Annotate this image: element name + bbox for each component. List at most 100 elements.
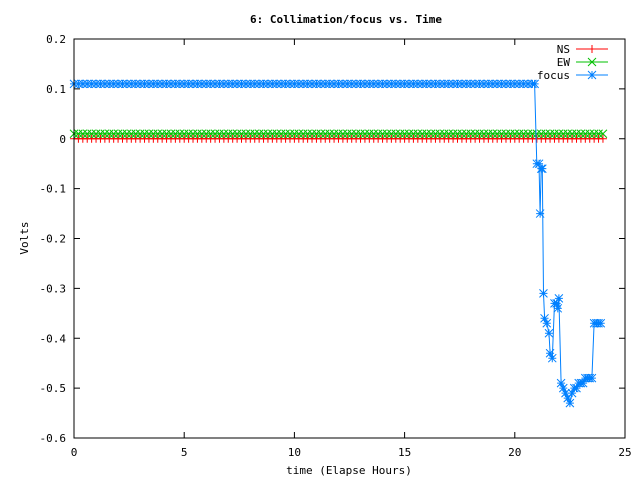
data-point-EW <box>78 129 88 139</box>
data-point-EW <box>497 129 506 139</box>
data-point-EW <box>356 129 365 139</box>
data-point-focus <box>171 79 180 89</box>
y-tick-label: -0.2 <box>40 233 67 246</box>
data-point-focus <box>140 79 149 89</box>
data-point-focus <box>558 383 568 393</box>
data-point-EW <box>532 129 542 139</box>
data-point-focus <box>413 79 423 89</box>
data-point-focus <box>587 373 597 383</box>
data-point-EW <box>281 129 290 139</box>
data-point-focus <box>537 164 547 174</box>
legend-marker-EW <box>587 57 597 67</box>
data-point-focus <box>553 303 563 313</box>
data-point-focus <box>166 79 176 89</box>
data-point-focus <box>514 79 524 89</box>
data-point-focus <box>523 79 533 89</box>
data-point-EW <box>510 129 520 139</box>
data-point-EW <box>351 129 361 139</box>
y-tick-label: 0.2 <box>46 33 66 46</box>
data-point-focus <box>488 79 498 89</box>
data-point-focus <box>263 79 273 89</box>
data-point-focus <box>320 79 330 89</box>
data-point-EW <box>382 129 392 139</box>
data-point-EW <box>567 129 577 139</box>
data-point-EW <box>475 129 484 139</box>
plot-frame <box>73 38 626 439</box>
data-point-EW <box>184 129 193 139</box>
data-point-focus <box>131 79 141 89</box>
data-point-focus <box>422 79 431 89</box>
data-point-focus <box>404 79 414 89</box>
data-point-EW <box>96 129 105 139</box>
y-tick-label: -0.6 <box>40 432 67 445</box>
data-point-focus <box>506 79 515 89</box>
x-tick-label: 5 <box>181 446 188 459</box>
data-point-EW <box>91 129 101 139</box>
x-tick-label: 15 <box>398 446 411 459</box>
data-point-focus <box>342 79 352 89</box>
data-point-EW <box>550 129 559 139</box>
data-point-focus <box>554 293 564 303</box>
data-point-EW <box>237 129 246 139</box>
data-point-EW <box>140 129 149 139</box>
data-point-EW <box>378 129 387 139</box>
data-point-focus <box>316 79 326 89</box>
data-point-focus <box>519 79 528 89</box>
data-point-focus <box>175 79 185 89</box>
data-point-focus <box>530 79 539 89</box>
data-point-focus <box>572 383 581 393</box>
data-point-focus <box>188 79 198 89</box>
data-point-focus <box>540 313 549 323</box>
data-point-focus <box>96 79 105 89</box>
data-point-focus <box>184 79 193 89</box>
data-point-EW <box>245 129 255 139</box>
data-point-focus <box>82 79 92 89</box>
data-point-EW <box>100 129 110 139</box>
data-point-focus <box>290 79 299 89</box>
data-point-EW <box>215 129 224 139</box>
data-point-EW <box>312 129 321 139</box>
data-point-EW <box>598 129 608 139</box>
data-point-NS <box>598 134 607 143</box>
data-point-EW <box>506 129 515 139</box>
data-point-focus <box>542 318 552 328</box>
data-point-focus <box>563 393 573 403</box>
data-point-EW <box>461 129 471 139</box>
data-point-EW <box>523 129 533 139</box>
data-point-EW <box>338 129 348 139</box>
data-point-EW <box>241 129 251 139</box>
data-point-EW <box>479 129 489 139</box>
series-NS <box>70 134 607 143</box>
data-point-focus <box>206 79 216 89</box>
data-point-EW <box>303 129 312 139</box>
y-tick-label: -0.5 <box>40 382 67 395</box>
data-point-focus <box>395 79 405 89</box>
data-point-focus <box>223 79 233 89</box>
data-point-EW <box>329 129 339 139</box>
data-point-focus <box>201 79 211 89</box>
y-tick-label: -0.3 <box>40 282 67 295</box>
data-point-focus <box>479 79 489 89</box>
data-point-focus <box>285 79 295 89</box>
axis-ticks: 0 5 10 15 20 25 -0.6 -0.5 -0.4 -0.3 -0.2 -0.1 0 0.1 0.… <box>40 33 632 459</box>
data-point-EW <box>232 129 242 139</box>
data-point-focus <box>567 388 577 398</box>
data-point-focus <box>268 79 277 89</box>
data-point-focus <box>307 79 317 89</box>
data-point-focus <box>387 79 396 89</box>
data-point-focus <box>539 289 548 298</box>
data-point-focus <box>298 79 308 89</box>
data-point-EW <box>175 129 185 139</box>
data-point-focus <box>378 79 387 89</box>
x-tick-label: 0 <box>71 446 78 459</box>
x-tick-label: 25 <box>618 446 631 459</box>
y-axis-label: Volts <box>18 221 31 254</box>
data-point-EW <box>360 129 370 139</box>
data-point-focus <box>91 79 101 89</box>
data-point-focus <box>373 79 383 89</box>
data-point-EW <box>545 129 555 139</box>
x-tick-label: 10 <box>288 446 301 459</box>
data-point-EW <box>197 129 207 139</box>
